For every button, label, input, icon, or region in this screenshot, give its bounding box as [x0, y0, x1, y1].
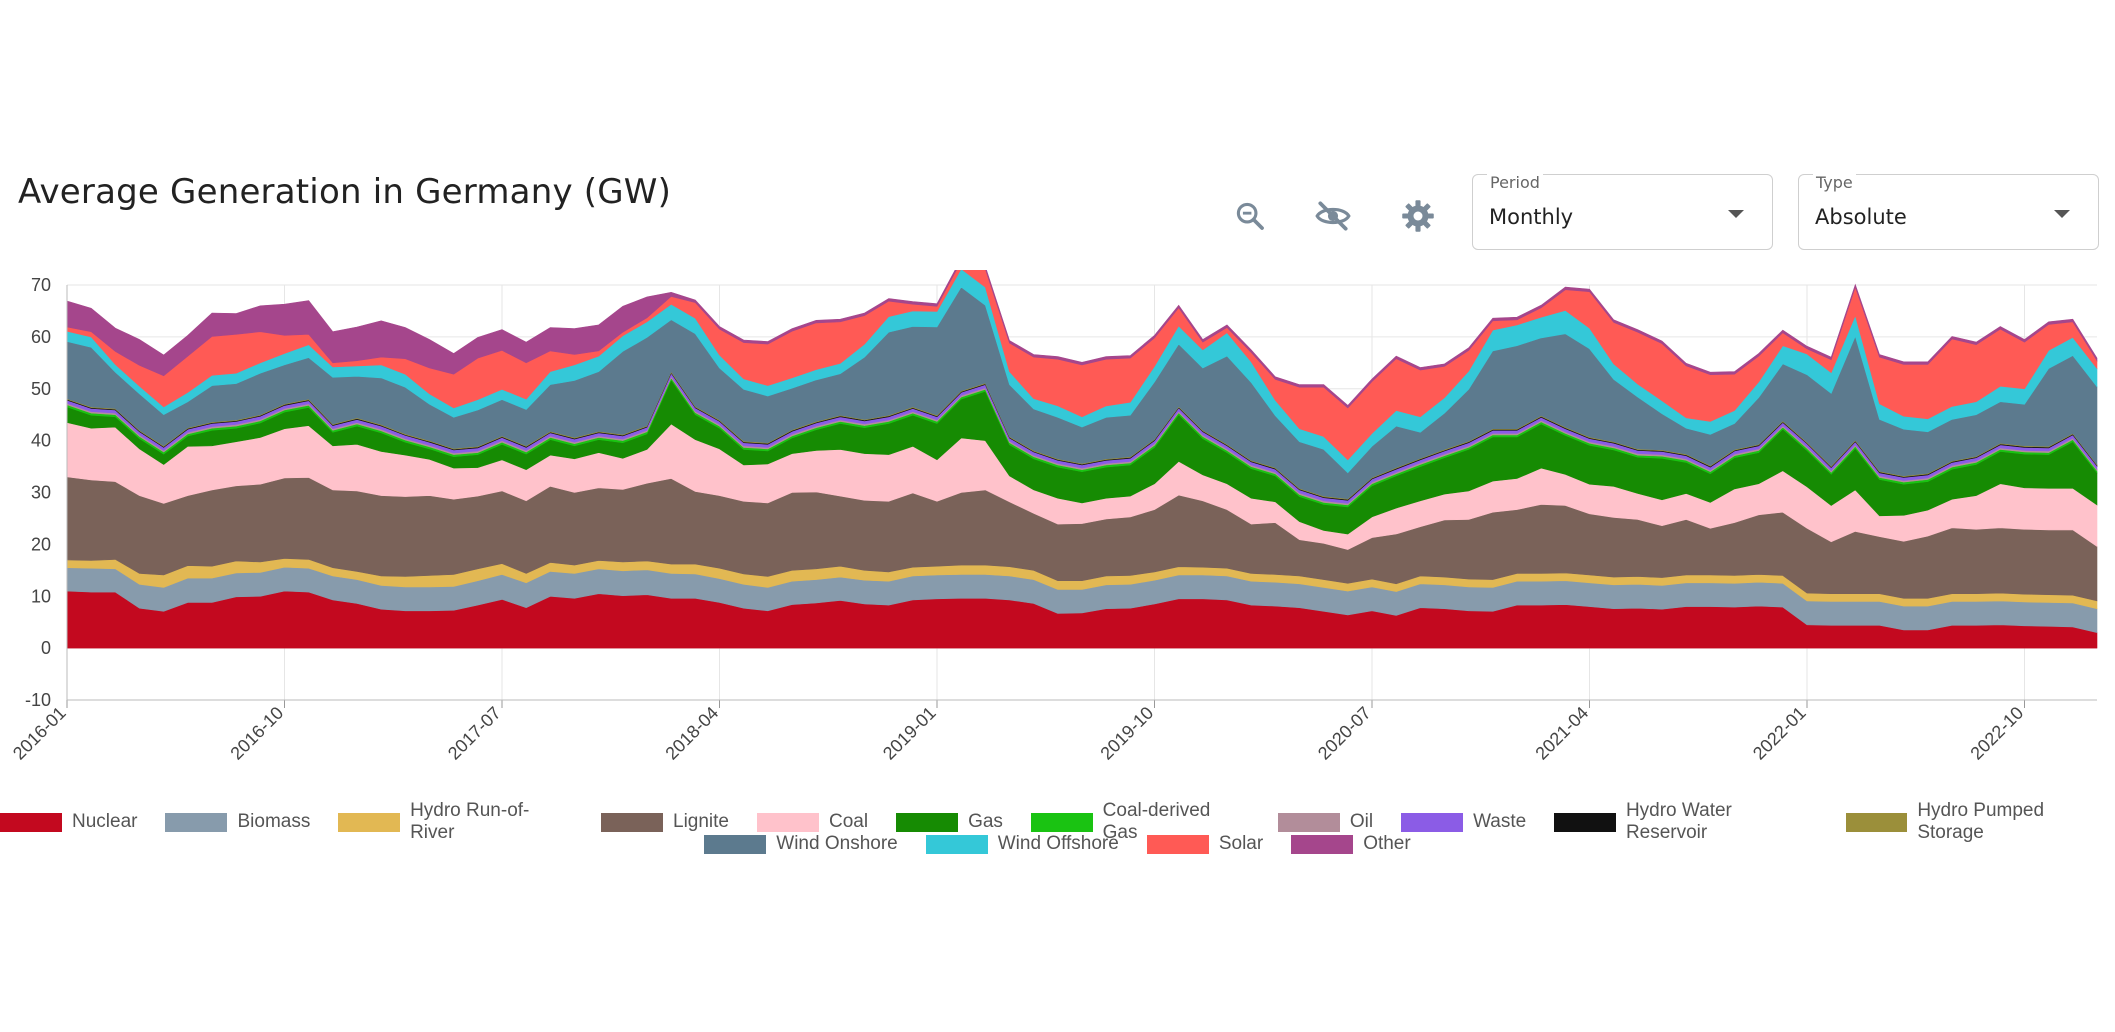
period-select[interactable]: Period Monthly [1472, 173, 1773, 250]
y-tick-label: 50 [31, 379, 51, 399]
legend-item[interactable]: Waste [1401, 800, 1526, 844]
x-tick-label: 2017-07 [444, 703, 505, 764]
y-tick-label: 20 [31, 534, 51, 554]
legend-label: Hydro Water Reservoir [1625, 800, 1732, 843]
legend-item[interactable]: Coal-derived Gas [1030, 800, 1250, 844]
legend-item[interactable]: Hydro Water Reservoir [1554, 800, 1817, 844]
legend-label: Wind Onshore [776, 833, 898, 854]
legend-swatch [757, 812, 819, 832]
legend-item[interactable]: Lignite [601, 800, 729, 844]
legend-label: Lignite [673, 811, 729, 832]
legend-label: Solar [1218, 833, 1264, 854]
x-tick-label: 2019-01 [879, 703, 940, 764]
legend-swatch [1401, 812, 1464, 832]
settings-button[interactable] [1398, 196, 1438, 236]
legend-label: Coal-derived Gas [1102, 800, 1211, 843]
x-tick-label: 2019-10 [1096, 703, 1157, 764]
x-tick-label: 2021-04 [1531, 703, 1592, 764]
legend-swatch [0, 812, 62, 832]
legend-row: Nuclear Biomass Hydro Run-of-River Lignite C… [0, 800, 2115, 844]
zoom-out-button[interactable] [1230, 196, 1270, 236]
legend-item[interactable]: Hydro Pumped Storage [1845, 800, 2115, 844]
zoom-out-icon [1236, 202, 1264, 230]
legend-swatch [1291, 834, 1354, 854]
legend-swatch [1146, 834, 1209, 854]
legend-item[interactable]: Gas [896, 800, 1003, 844]
page-title: Average Generation in Germany (GW) [18, 172, 672, 212]
x-tick-label: 2022-01 [1749, 703, 1810, 764]
legend-item[interactable]: Wind Offshore [925, 833, 1119, 855]
legend-item[interactable]: Wind Onshore [704, 833, 898, 855]
legend-item[interactable]: Hydro Run-of-River [338, 800, 573, 844]
legend-label: Waste [1473, 811, 1527, 832]
y-tick-label: -10 [25, 690, 51, 710]
legend-swatch [1554, 812, 1616, 832]
visibility-off-icon [1315, 201, 1351, 231]
gear-icon [1402, 200, 1434, 232]
period-label: Period [1487, 173, 1543, 192]
legend-swatch [1277, 812, 1340, 832]
legend-swatch [601, 812, 663, 832]
legend-label: Other [1363, 833, 1411, 854]
area-other[interactable] [66, 270, 2098, 409]
y-tick-label: 40 [31, 431, 51, 451]
legend-swatch [1845, 812, 1908, 832]
x-tick-label: 2016-01 [9, 703, 70, 764]
legend-swatch [338, 812, 401, 832]
legend-row: Wind Onshore Wind Offshore Solar Other [0, 833, 2115, 855]
legend-label: Coal [829, 811, 869, 832]
legend-label: Gas [968, 811, 1003, 832]
generation-chart: -10 0 10 20 30 40 50 60 70 2016-01 2016-10 2017-07 2… [9, 270, 2098, 764]
legend-swatch [704, 834, 767, 854]
legend-swatch [1030, 812, 1093, 832]
x-tick-label: 2018-04 [661, 703, 722, 764]
y-tick-label: 60 [31, 327, 51, 347]
legend-label: Nuclear [72, 811, 138, 832]
legend-item[interactable]: Solar [1146, 833, 1264, 855]
legend-item[interactable]: Coal [757, 800, 868, 844]
type-select[interactable]: Type Absolute [1798, 173, 2099, 250]
legend-item[interactable]: Oil [1277, 800, 1374, 844]
type-value: Absolute [1815, 205, 1907, 229]
type-label: Type [1813, 173, 1856, 192]
y-tick-label: 10 [31, 586, 51, 606]
period-value: Monthly [1489, 205, 1574, 229]
y-tick-label: 0 [41, 638, 51, 658]
x-tick-label: 2022-10 [1966, 703, 2027, 764]
legend-label: Biomass [237, 811, 311, 832]
legend-item[interactable]: Other [1291, 833, 1411, 855]
y-tick-label: 30 [31, 483, 51, 503]
chevron-down-icon [1728, 210, 1744, 218]
legend-label: Oil [1349, 811, 1374, 832]
legend-item[interactable]: Biomass [165, 800, 310, 844]
legend-label: Hydro Pumped Storage [1917, 800, 2045, 843]
x-tick-label: 2016-10 [226, 703, 287, 764]
legend-swatch [165, 812, 228, 832]
chevron-down-icon [2054, 210, 2070, 218]
legend-swatch [925, 834, 988, 854]
y-tick-label: 70 [31, 275, 51, 295]
legend-swatch [896, 812, 959, 832]
legend-label: Hydro Run-of-River [410, 800, 530, 843]
legend-label: Wind Offshore [997, 833, 1119, 854]
legend-item[interactable]: Nuclear [0, 800, 137, 844]
hide-series-button[interactable] [1313, 196, 1353, 236]
x-tick-label: 2020-07 [1314, 703, 1375, 764]
